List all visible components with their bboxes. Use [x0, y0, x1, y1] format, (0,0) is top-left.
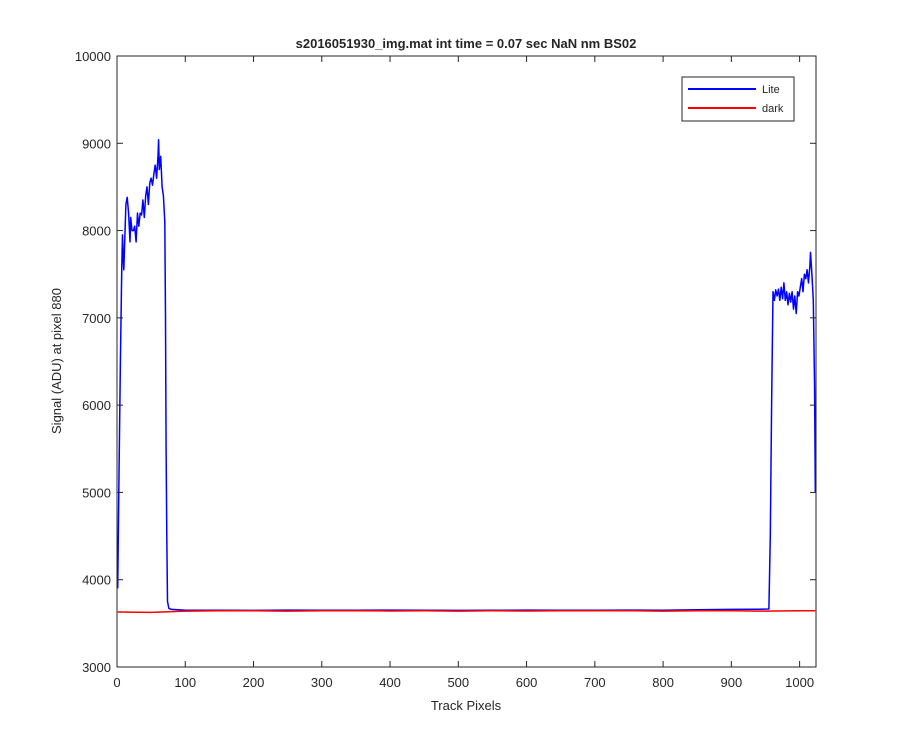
x-tick-label: 900 — [721, 675, 743, 690]
y-tick-label: 4000 — [82, 573, 111, 588]
chart-title: s2016051930_img.mat int time = 0.07 sec … — [296, 36, 637, 51]
plot-area — [117, 56, 816, 667]
x-tick-label: 700 — [584, 675, 606, 690]
x-axis: 0 100 200 300 400 500 600 700 800 900 1000 — [113, 56, 814, 690]
x-tick-label: 400 — [379, 675, 401, 690]
legend: Lite dark — [681, 76, 795, 122]
legend-label-dark: dark — [762, 103, 784, 115]
y-tick-label: 9000 — [82, 136, 111, 151]
x-tick-label: 200 — [243, 675, 265, 690]
legend-label-lite: Lite — [762, 84, 780, 96]
y-axis: 3000 4000 5000 6000 7000 8000 9000 10000 — [75, 49, 816, 675]
x-tick-label: 100 — [174, 675, 196, 690]
x-tick-label: 300 — [311, 675, 333, 690]
x-tick-label: 0 — [113, 675, 120, 690]
y-tick-label: 8000 — [82, 224, 111, 239]
x-tick-label: 500 — [447, 675, 469, 690]
y-tick-label: 3000 — [82, 660, 111, 675]
axes-box — [116, 55, 817, 668]
x-tick-label: 1000 — [785, 675, 814, 690]
x-tick-label: 800 — [652, 675, 674, 690]
y-axis-label: Signal (ADU) at pixel 880 — [49, 288, 64, 434]
y-tick-label: 5000 — [82, 485, 111, 500]
series-layer — [116, 139, 817, 614]
x-axis-label: Track Pixels — [431, 698, 502, 713]
legend-box — [681, 76, 795, 122]
y-tick-label: 6000 — [82, 398, 111, 413]
y-tick-label: 10000 — [75, 49, 111, 64]
y-tick-label: 7000 — [82, 311, 111, 326]
series-line-dark — [117, 609, 816, 614]
x-tick-label: 600 — [516, 675, 538, 690]
